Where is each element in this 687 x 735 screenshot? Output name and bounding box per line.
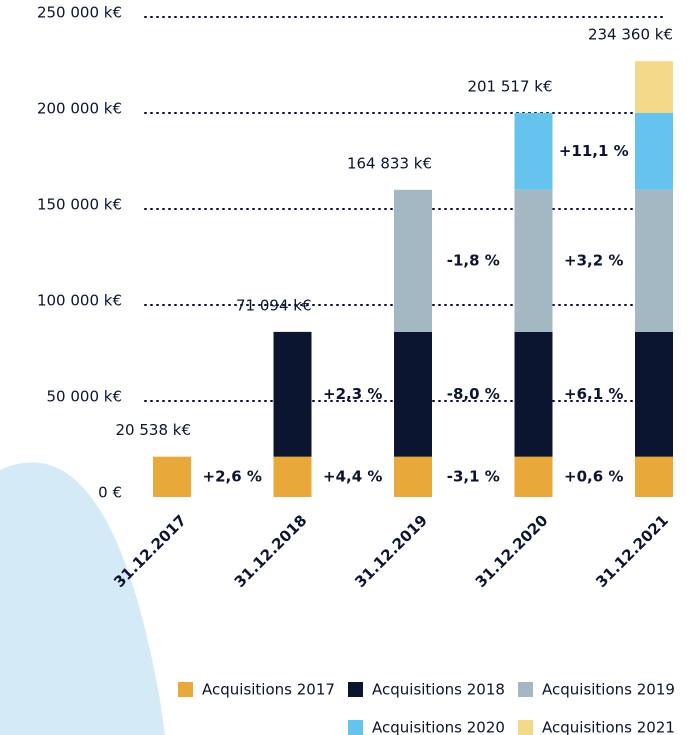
bar-segment [635,456,673,497]
x-tick-label: 31.12.2021 [592,511,672,591]
bar-segment [394,331,432,457]
total-label: 164 833 k€ [347,154,432,172]
y-tick-label: 50 000 k€ [47,388,122,406]
legend-label: Acquisitions 2018 [372,681,505,699]
bar-segment [394,456,432,497]
legend-label: Acquisitions 2019 [542,681,675,699]
x-tick-label: 31.12.2017 [110,511,190,591]
bar-segment [153,456,191,497]
bar-segment [514,456,553,497]
total-label: 234 360 k€ [588,26,673,44]
legend-label: Acquisitions 2020 [372,719,505,735]
legend-swatch [348,720,363,735]
change-annotation: -1,8 % [447,251,500,269]
change-annotation: -3,1 % [447,467,500,485]
change-annotation: +4,4 % [323,467,382,485]
bar-segment [514,113,553,190]
change-annotation: +2,6 % [203,467,262,485]
bar-segment [635,113,673,190]
legend-swatch [348,682,363,697]
y-tick-label: 200 000 k€ [37,100,122,118]
change-annotation: +0,6 % [564,467,623,485]
background-shape [0,462,165,735]
y-tick-label: 250 000 k€ [37,4,122,22]
bar-segment [635,61,673,113]
bar-segment [273,331,312,457]
x-tick-label: 31.12.2018 [231,511,311,591]
change-annotation: +11,1 % [559,142,629,160]
x-tick-label: 31.12.2020 [472,511,552,591]
legend-swatch [518,720,533,735]
bar-segment [514,331,553,457]
legend-label: Acquisitions 2017 [202,681,335,699]
bar-segment [635,331,673,457]
change-annotation: +2,3 % [323,385,382,403]
bar-segment [394,189,432,332]
total-label: 201 517 k€ [467,78,552,96]
bar-segment [635,189,673,332]
total-label: 20 538 k€ [116,421,191,439]
bar-segment [273,456,312,497]
y-tick-label: 0 € [98,484,122,502]
total-label: 71 094 k€ [236,296,311,314]
change-annotation: -8,0 % [447,385,500,403]
legend-label: Acquisitions 2021 [542,719,675,735]
legend-swatch [518,682,533,697]
change-annotation: +3,2 % [564,251,623,269]
y-tick-label: 100 000 k€ [37,292,122,310]
change-annotation: +6,1 % [564,385,623,403]
legend-swatch [178,682,193,697]
bar-segment [514,189,553,332]
y-tick-label: 150 000 k€ [37,196,122,214]
x-tick-label: 31.12.2019 [351,511,431,591]
